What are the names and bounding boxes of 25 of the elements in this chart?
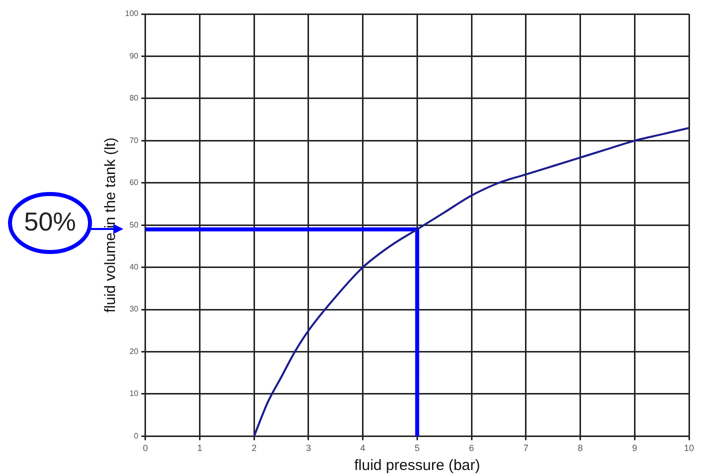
y-tick-label: 30 — [129, 304, 139, 314]
y-tick-label: 20 — [129, 346, 139, 356]
x-tick-label: 9 — [632, 443, 638, 454]
x-axis-title: fluid pressure (bar) — [354, 457, 480, 474]
x-tick-label: 2 — [252, 443, 257, 454]
line-series — [253, 126, 689, 436]
y-tick-label: 60 — [129, 178, 139, 188]
annotation: 50% — [24, 206, 76, 236]
y-tick-label: 100 — [124, 9, 139, 18]
x-tick-label: 8 — [578, 443, 583, 454]
x-tick-label: 10 — [684, 443, 694, 454]
x-tick-label: 4 — [360, 443, 366, 454]
y-tick-label: 70 — [129, 136, 139, 145]
x-tick-label: 7 — [523, 443, 528, 454]
y-tick-label: 90 — [129, 51, 139, 60]
y-tick-label: 50 — [129, 220, 139, 230]
x-tick-label: 6 — [469, 443, 474, 454]
x-tick-label: 5 — [414, 443, 420, 454]
y-tick-label: 80 — [129, 94, 139, 103]
x-tick-label: 1 — [197, 443, 202, 454]
x-tick-label: 3 — [306, 443, 311, 454]
x-tick-label: 0 — [142, 443, 148, 454]
y-tick-label: 0 — [134, 431, 139, 440]
y-tick-label: 40 — [129, 262, 139, 272]
y-tick-label: 10 — [129, 389, 139, 398]
